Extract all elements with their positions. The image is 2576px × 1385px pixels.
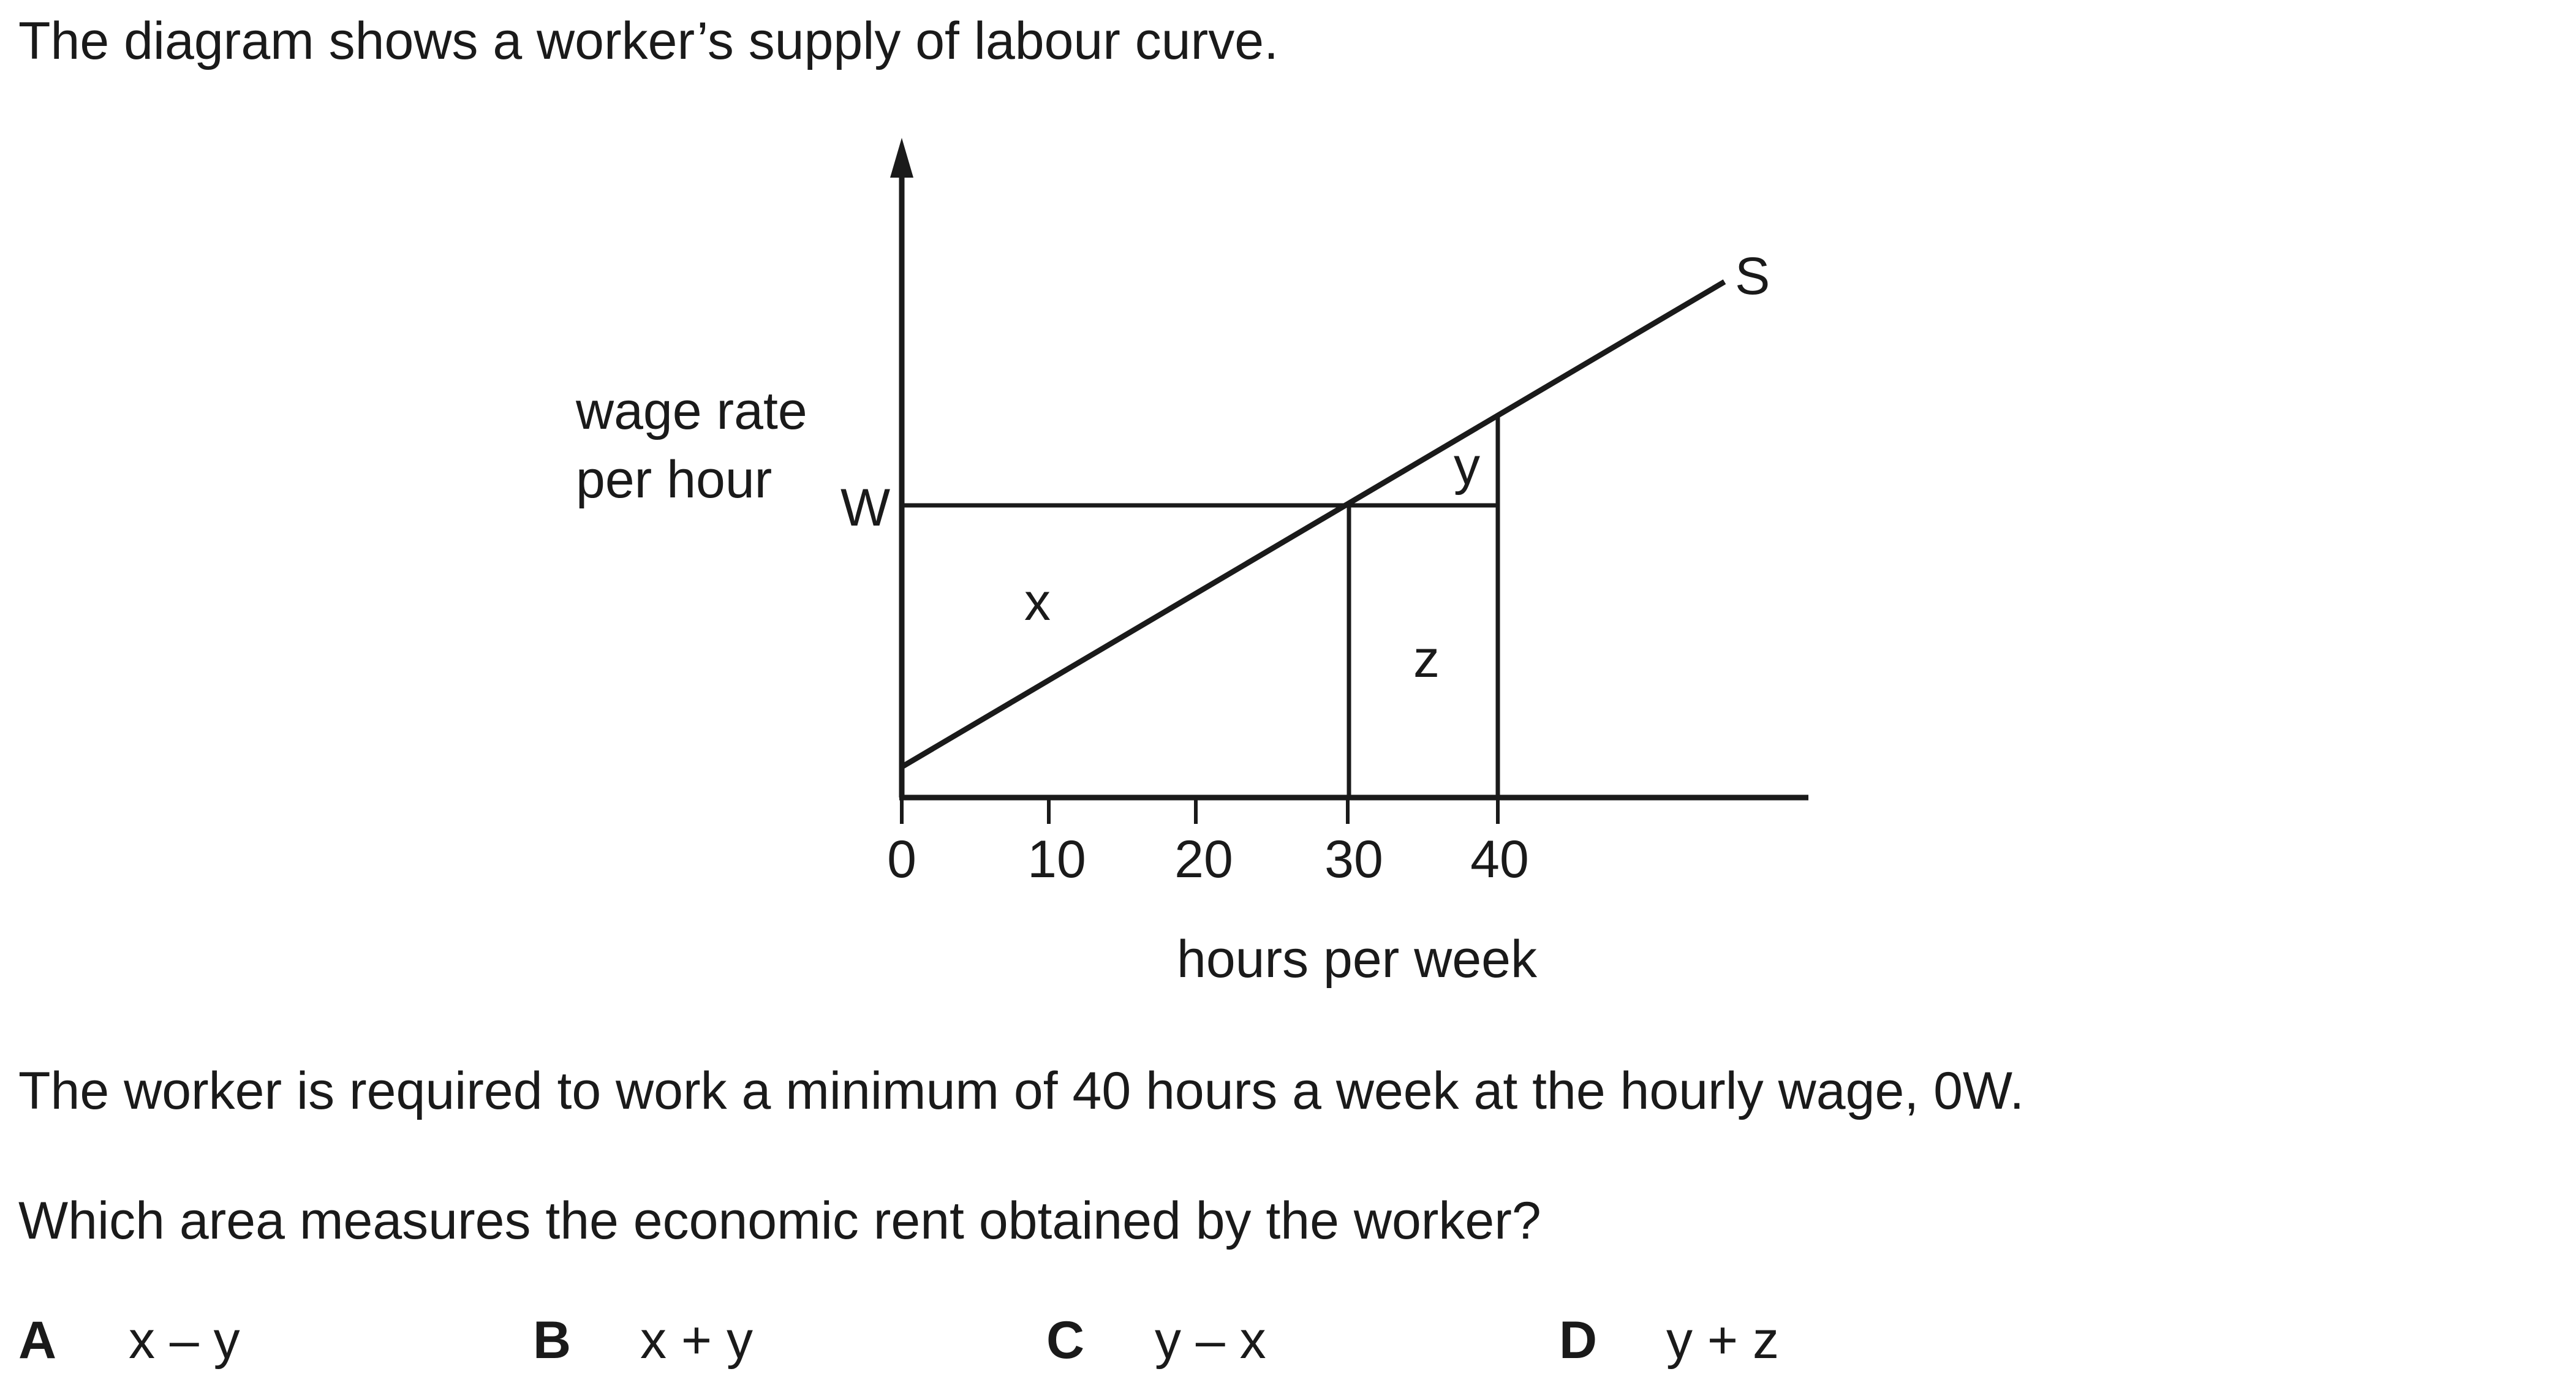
option-a-text[interactable]: x – y: [129, 1311, 240, 1370]
x-tick-label-0: 0: [887, 830, 916, 889]
wage-label: W: [840, 478, 890, 537]
option-c-text[interactable]: y – x: [1155, 1311, 1266, 1370]
curve-label: S: [1735, 247, 1770, 306]
y-axis-arrow: [890, 138, 913, 178]
option-d-letter[interactable]: D: [1559, 1311, 1598, 1370]
supply-curve: [900, 279, 1726, 769]
area-label-z: z: [1413, 630, 1440, 689]
area-label-x: x: [1024, 573, 1051, 632]
option-b-text[interactable]: x + y: [640, 1311, 754, 1370]
option-b-letter[interactable]: B: [533, 1311, 572, 1370]
option-c-letter[interactable]: C: [1046, 1311, 1085, 1370]
question-statement: The worker is required to work a minimum…: [18, 1062, 2025, 1120]
option-d-text[interactable]: y + z: [1666, 1311, 1780, 1370]
area-label-y: y: [1454, 437, 1480, 496]
x-tick-label-30: 30: [1324, 830, 1383, 889]
x-axis-label: hours per week: [1177, 930, 1538, 989]
x-tick-label-10: 10: [1027, 830, 1086, 889]
y-axis-label-line1: wage rate: [575, 382, 807, 440]
y-axis-label-line2: per hour: [576, 450, 772, 509]
question-prompt: Which area measures the economic rent ob…: [18, 1191, 1541, 1250]
labour-supply-diagram: wage rate per hour W S x y z 0 10 20 30 …: [575, 138, 1808, 989]
x-tick-label-40: 40: [1470, 830, 1529, 889]
question-intro: The diagram shows a worker’s supply of l…: [18, 12, 1279, 70]
x-tick-label-20: 20: [1174, 830, 1233, 889]
option-a-letter[interactable]: A: [18, 1311, 57, 1370]
